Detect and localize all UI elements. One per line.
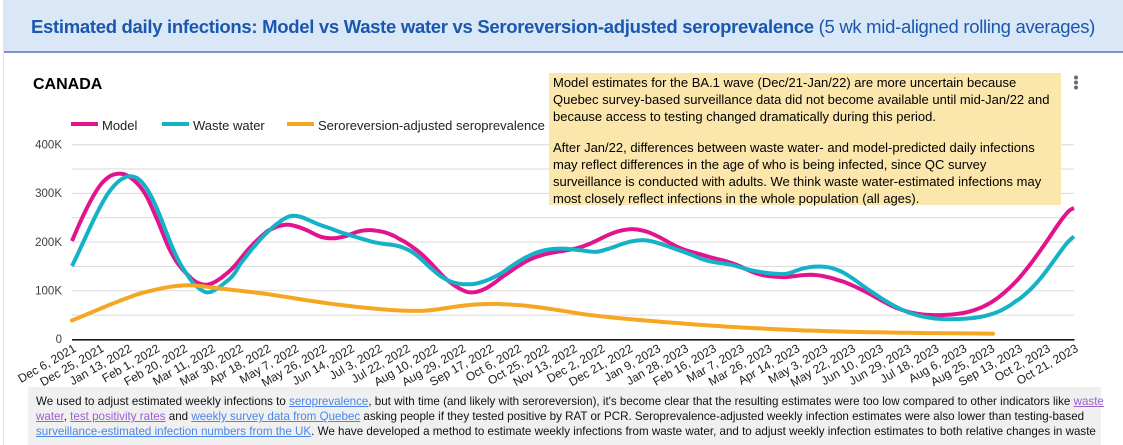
svg-text:200K: 200K xyxy=(35,237,62,249)
svg-text:0: 0 xyxy=(56,334,62,346)
svg-text:100K: 100K xyxy=(35,286,62,298)
svg-text:300K: 300K xyxy=(35,188,62,200)
svg-text:400K: 400K xyxy=(35,140,62,152)
